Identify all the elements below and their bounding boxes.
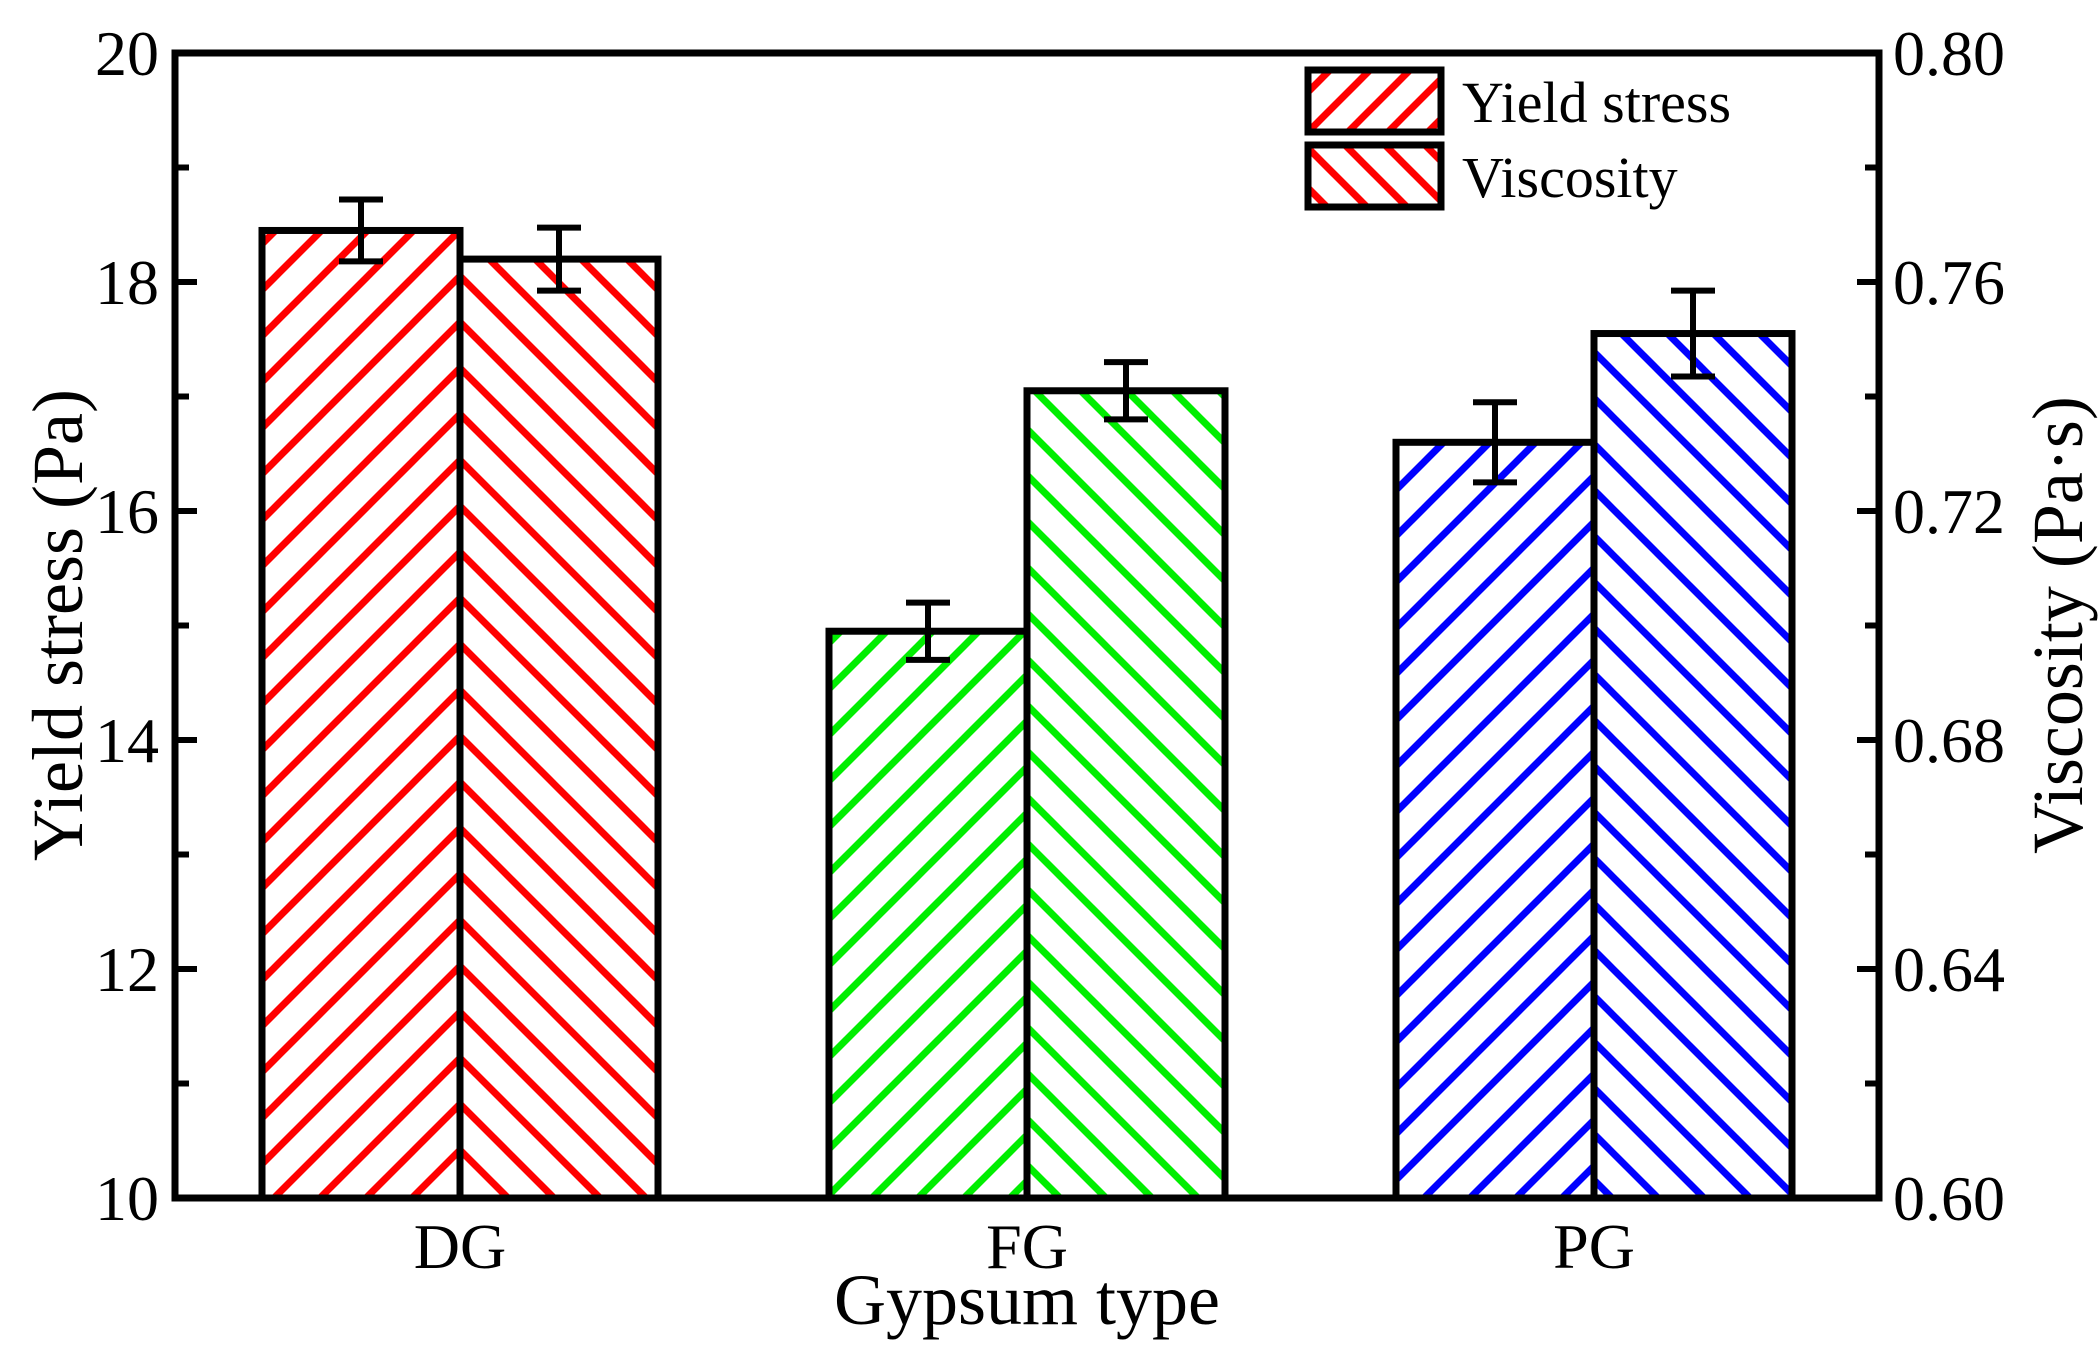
y2-tick-label: 0.72: [1893, 476, 2005, 547]
bars-layer: [258, 226, 1796, 1202]
error-bar-yield-stress-dg: [339, 196, 383, 265]
error-bar-viscosity-pg: [1671, 287, 1715, 380]
y2-tick-label: 0.60: [1893, 1163, 2005, 1234]
legend-label-yield-stress: Yield stress: [1462, 70, 1731, 135]
bar-viscosity-fg: [1023, 387, 1229, 1202]
x-axis-label: Gypsum type: [834, 1260, 1220, 1340]
x-tick-label-pg: PG: [1553, 1211, 1635, 1282]
y-tick-label: 12: [95, 934, 159, 1005]
legend-swatch-yield-stress: [1304, 66, 1445, 136]
y-tick-label: 10: [95, 1163, 159, 1234]
y2-tick-label: 0.64: [1893, 934, 2005, 1005]
y-tick-label: 16: [95, 476, 159, 547]
legend-swatch-viscosity: [1304, 141, 1445, 211]
axes-layer: DG FG PG 10 12 14 16 18 20 0.60 0.64 0.68 0.72 0.76 0.…: [95, 18, 2005, 1282]
y2-tick-label: 0.68: [1893, 705, 2005, 776]
bar-viscosity-dg: [456, 255, 662, 1202]
legend-label-viscosity: Viscosity: [1462, 145, 1678, 210]
error-bar-viscosity-dg: [537, 224, 581, 294]
bar-yield-stress-dg: [258, 226, 464, 1202]
error-bar-viscosity-fg: [1104, 359, 1148, 423]
y2-axis-label: Viscosity (Pa·s): [2018, 396, 2098, 854]
y-tick-label: 20: [95, 18, 159, 89]
y2-tick-label: 0.76: [1893, 247, 2005, 318]
y-tick-label: 18: [95, 247, 159, 318]
bar-yield-stress-fg: [825, 627, 1031, 1202]
x-tick-label-dg: DG: [414, 1211, 506, 1282]
y-tick-label: 14: [95, 705, 159, 776]
bar-viscosity-pg: [1590, 330, 1796, 1202]
y2-tick-label: 0.80: [1893, 18, 2005, 89]
y-axis-label: Yield stress (Pa): [18, 389, 98, 861]
legend: Yield stress Viscosity: [1304, 66, 1731, 211]
bar-yield-stress-pg: [1392, 438, 1598, 1202]
x-tick-label-fg: FG: [986, 1211, 1068, 1282]
error-bars-layer: [339, 196, 1715, 663]
error-bar-yield-stress-pg: [1473, 399, 1517, 486]
error-bar-yield-stress-fg: [906, 599, 950, 663]
